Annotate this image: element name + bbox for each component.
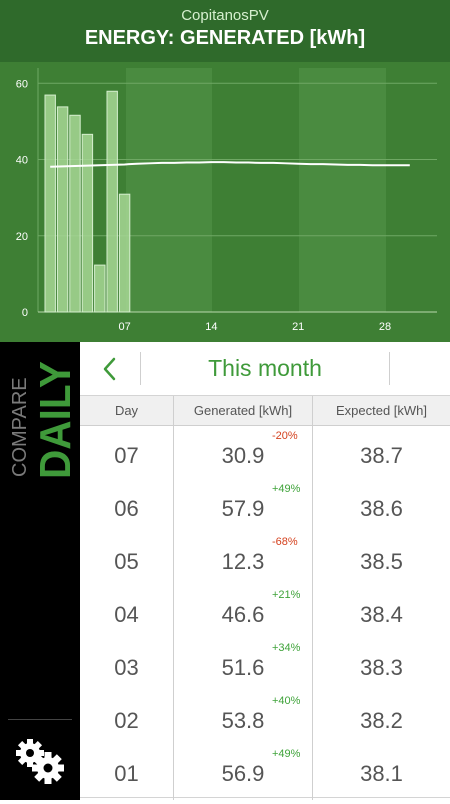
generated-cell: 51.6 (221, 655, 265, 680)
period-title[interactable]: This month (208, 355, 322, 381)
table-row[interactable]: 03 51.6 +34% 38.3 (80, 638, 450, 692)
delta-badge: +40% (272, 695, 301, 707)
expected-cell: 38.7 (360, 443, 403, 468)
gear-icon (16, 739, 64, 784)
mode-label: DAILY (31, 361, 78, 479)
bar-day-6 (106, 90, 118, 313)
screen-title: ENERGY: GENERATED [kWh] (84, 27, 366, 49)
header-generated: Generated [kWh] (193, 403, 293, 418)
expected-cell: 38.6 (360, 496, 403, 521)
bar-day-1 (44, 94, 56, 313)
week-band (299, 68, 386, 312)
generated-cell: 53.8 (221, 708, 265, 733)
table-row[interactable]: 04 46.6 +21% 38.4 (80, 585, 450, 639)
compare-label: COMPARE (9, 377, 31, 477)
expected-line (50, 161, 410, 168)
x-tick-label: 21 (292, 321, 304, 333)
delta-badge: +34% (272, 642, 301, 654)
table-row[interactable]: 07 30.9 -20% 38.7 (80, 426, 450, 480)
compare-mode-toggle[interactable]: COMPARE DAILY (8, 359, 88, 509)
y-tick-label: 60 (16, 78, 28, 90)
nav-divider (140, 352, 141, 385)
sidebar-divider (8, 719, 72, 720)
x-tick-label: 28 (379, 321, 391, 333)
day-cell: 02 (114, 708, 139, 733)
y-tick-label: 40 (16, 155, 28, 167)
table-row[interactable]: 01 56.9 +49% 38.1 (80, 744, 450, 798)
settings-button[interactable] (12, 735, 68, 785)
delta-badge: +21% (272, 589, 301, 601)
bar-day-3 (69, 114, 81, 313)
table-row[interactable]: 06 57.9 +49% 38.6 (80, 479, 450, 533)
generated-cell: 56.9 (221, 761, 265, 786)
delta-badge: +49% (272, 483, 301, 495)
column-divider (312, 396, 313, 800)
chevron-left-icon (103, 357, 116, 381)
delta-badge: +49% (272, 748, 301, 760)
generated-cell: 57.9 (221, 496, 265, 521)
generated-cell: 46.6 (221, 602, 265, 627)
y-tick-label: 20 (16, 231, 28, 243)
chart-svg: 0 20 40 60 07 14 21 28 (16, 68, 437, 333)
generated-cell: 30.9 (221, 443, 265, 468)
sidebar: COMPARE DAILY (0, 342, 80, 800)
y-tick-label: 0 (22, 307, 28, 319)
bar-day-2 (56, 106, 69, 313)
table-header: Day Generated [kWh] Expected [kWh] (80, 396, 450, 426)
expected-cell: 38.2 (360, 708, 403, 733)
header-expected: Expected [kWh] (335, 403, 428, 418)
bar-day-4 (81, 133, 94, 313)
expected-cell: 38.5 (360, 549, 403, 574)
period-nav-bar: This month (80, 342, 450, 396)
x-tick-label: 14 (205, 321, 217, 333)
expected-cell: 38.3 (360, 655, 403, 680)
main-panel: This month Day Generated [kWh] Expected … (80, 342, 450, 800)
header-day: Day (114, 403, 139, 418)
column-divider (173, 396, 174, 800)
day-cell: 04 (114, 602, 139, 627)
day-cell: 05 (114, 549, 139, 574)
delta-badge: -68% (272, 536, 298, 548)
nav-divider (389, 352, 390, 385)
expected-cell: 38.4 (360, 602, 403, 627)
day-cell: 01 (114, 761, 139, 786)
table-row[interactable]: 02 53.8 +40% 38.2 (80, 691, 450, 745)
table-row[interactable]: 05 12.3 -68% 38.5 (80, 532, 450, 586)
x-tick-label: 07 (118, 321, 130, 333)
day-cell: 06 (114, 496, 139, 521)
expected-cell: 38.1 (360, 761, 403, 786)
energy-chart[interactable]: 0 20 40 60 07 14 21 28 (0, 62, 450, 342)
bar-day-7 (118, 193, 131, 313)
week-band (126, 68, 212, 312)
app-header: CopitanosPV ENERGY: GENERATED [kWh] (0, 0, 450, 62)
day-cell: 03 (114, 655, 139, 680)
day-cell: 07 (114, 443, 139, 468)
app-name: CopitanosPV (181, 7, 269, 24)
bar-day-5 (94, 264, 106, 313)
back-button[interactable] (80, 342, 140, 395)
delta-badge: -20% (272, 430, 298, 442)
generated-cell: 12.3 (221, 549, 265, 574)
